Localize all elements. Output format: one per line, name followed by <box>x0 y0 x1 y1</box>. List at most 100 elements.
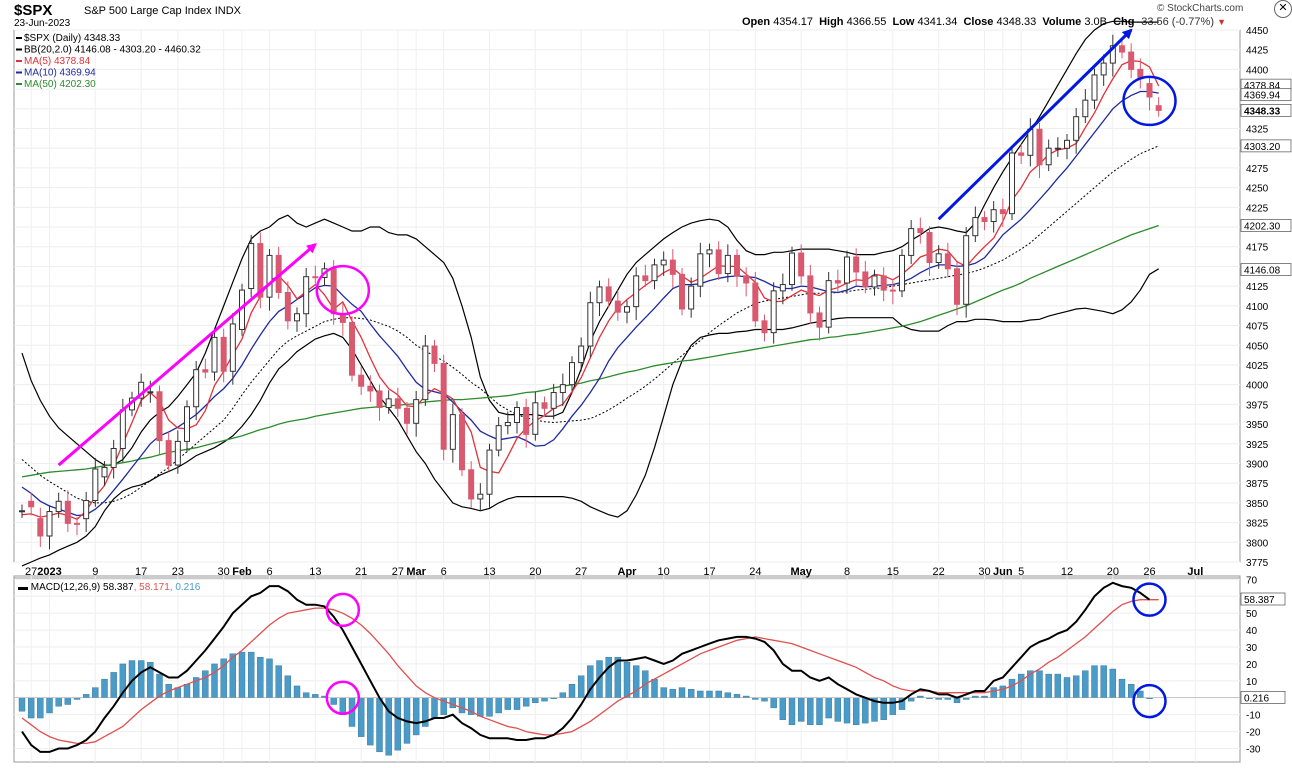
price-tick-label: 4175 <box>1246 243 1269 254</box>
candle-body <box>394 398 401 409</box>
blue-highlight-circle <box>1122 75 1177 127</box>
price-value-tag-box <box>1240 219 1292 232</box>
candle-body <box>789 252 795 286</box>
macd-histogram-bar <box>431 697 438 719</box>
x-tick-label: 23 <box>172 566 184 578</box>
price-tick-label: 4425 <box>1246 46 1269 57</box>
macd-legend: ▬ MACD(12,26,9) 58.387, 58.171, 0.216 <box>18 582 201 593</box>
macd-histogram-bar <box>37 697 44 719</box>
x-tick-label: 17 <box>135 566 147 578</box>
macd-tick-label: 40 <box>1246 626 1258 637</box>
macd-value-tag-label: 0.216 <box>1244 693 1269 704</box>
macd-histogram-bar <box>486 697 493 717</box>
price-tick-label: 3950 <box>1246 420 1269 431</box>
macd-histogram-bar <box>697 690 704 698</box>
candle-body <box>715 249 722 275</box>
candle-body <box>1137 68 1144 78</box>
macd-histogram-bar <box>266 658 273 698</box>
price-legend-item: $SPX (Daily) 4348.33 <box>24 33 121 44</box>
macd-histogram-bar <box>110 672 117 698</box>
macd-histogram-bar <box>293 685 301 698</box>
candle-body <box>257 243 264 298</box>
high-value: 4366.55 <box>846 16 887 28</box>
price-tick-label: 3800 <box>1246 538 1269 549</box>
candle-body <box>284 291 291 322</box>
candle-body <box>798 252 805 277</box>
ticker-symbol: $SPX <box>14 2 53 19</box>
macd-histogram-bar <box>715 690 722 698</box>
price-value-tag-label: 4348.33 <box>1244 106 1281 117</box>
macd-histogram-bar <box>1118 678 1126 698</box>
candle-body <box>92 468 99 502</box>
macd-histogram-bar <box>816 697 823 726</box>
macd-histogram-bar <box>807 697 814 726</box>
x-tick-label: 20 <box>1107 566 1119 578</box>
candle-body <box>651 264 658 282</box>
candle-body <box>147 391 154 394</box>
macd-legend-item: ▬ MACD(12,26,9) 58.387 <box>18 582 134 593</box>
macd-histogram-bar <box>889 697 897 715</box>
price-legend-item: MA(5) 4378.84 <box>24 56 91 67</box>
candle-body <box>999 209 1006 215</box>
candle-body <box>899 254 905 292</box>
x-tick-label: 27 <box>575 566 587 578</box>
candle-body <box>165 440 172 466</box>
macd-histogram-bar <box>843 697 851 724</box>
price-tick-label: 3850 <box>1246 499 1269 510</box>
candle-body <box>376 390 383 409</box>
x-tick-label: 13 <box>483 566 495 578</box>
candle-body <box>229 323 236 372</box>
macd-tick-label: -20 <box>1246 728 1261 739</box>
x-tick-label: May <box>790 566 812 578</box>
macd-histogram-bar <box>1082 670 1089 698</box>
macd-histogram-bar <box>797 697 805 722</box>
candle-body <box>1100 62 1107 76</box>
bb-lower-line <box>21 268 1160 567</box>
macd-histogram-bar <box>825 697 832 719</box>
exchange-label: INDX <box>214 5 241 17</box>
candle-body <box>935 253 942 264</box>
x-tick-label: 15 <box>887 566 899 578</box>
candle-body <box>688 285 695 310</box>
candle-body <box>1036 128 1043 166</box>
candle-body <box>669 259 676 275</box>
x-tick-label: 30 <box>218 566 230 578</box>
close-value: 4348.33 <box>996 16 1037 28</box>
price-tick-label: 3875 <box>1246 479 1269 490</box>
ma50-line <box>21 224 1159 478</box>
candle-body <box>294 313 300 322</box>
x-tick-label: 20 <box>529 566 541 578</box>
macd-histogram-bar <box>632 665 640 698</box>
candle-body <box>862 271 869 288</box>
candle-body <box>1109 45 1116 64</box>
candle-body <box>358 374 365 387</box>
macd-histogram-bar <box>660 687 667 698</box>
credit-text: © StockCharts.com <box>1157 3 1244 14</box>
candle-body <box>101 466 108 478</box>
macd-tick-label: 30 <box>1246 643 1258 654</box>
candle-body <box>330 268 337 315</box>
price-tick-label: 4275 <box>1246 164 1269 175</box>
price-tick-label: 4100 <box>1246 302 1269 313</box>
macd-histogram-bar <box>449 697 457 709</box>
candle-body <box>559 384 566 394</box>
candle-body <box>871 275 878 288</box>
blue-highlight-circle <box>1132 582 1167 617</box>
candle-body <box>752 282 759 322</box>
candle-body <box>1128 51 1135 70</box>
price-tick-label: 3975 <box>1246 400 1269 411</box>
candle-body <box>642 275 649 282</box>
x-tick-label: 21 <box>355 566 367 578</box>
candle-body <box>174 440 181 466</box>
macd-histogram-bar <box>651 678 658 698</box>
ma10-line <box>21 90 1159 517</box>
candle-body <box>761 320 768 334</box>
x-tick-label: 27 <box>25 566 37 578</box>
price-tick-label: 4075 <box>1246 322 1269 333</box>
price-value-tag: 4202.30 <box>1240 219 1292 232</box>
macd-histogram-bar <box>1017 673 1025 698</box>
blue-highlight-circle <box>1132 683 1167 719</box>
candle-body <box>440 362 447 450</box>
candle-body <box>312 276 319 279</box>
macd-tick-label: 20 <box>1246 660 1258 671</box>
